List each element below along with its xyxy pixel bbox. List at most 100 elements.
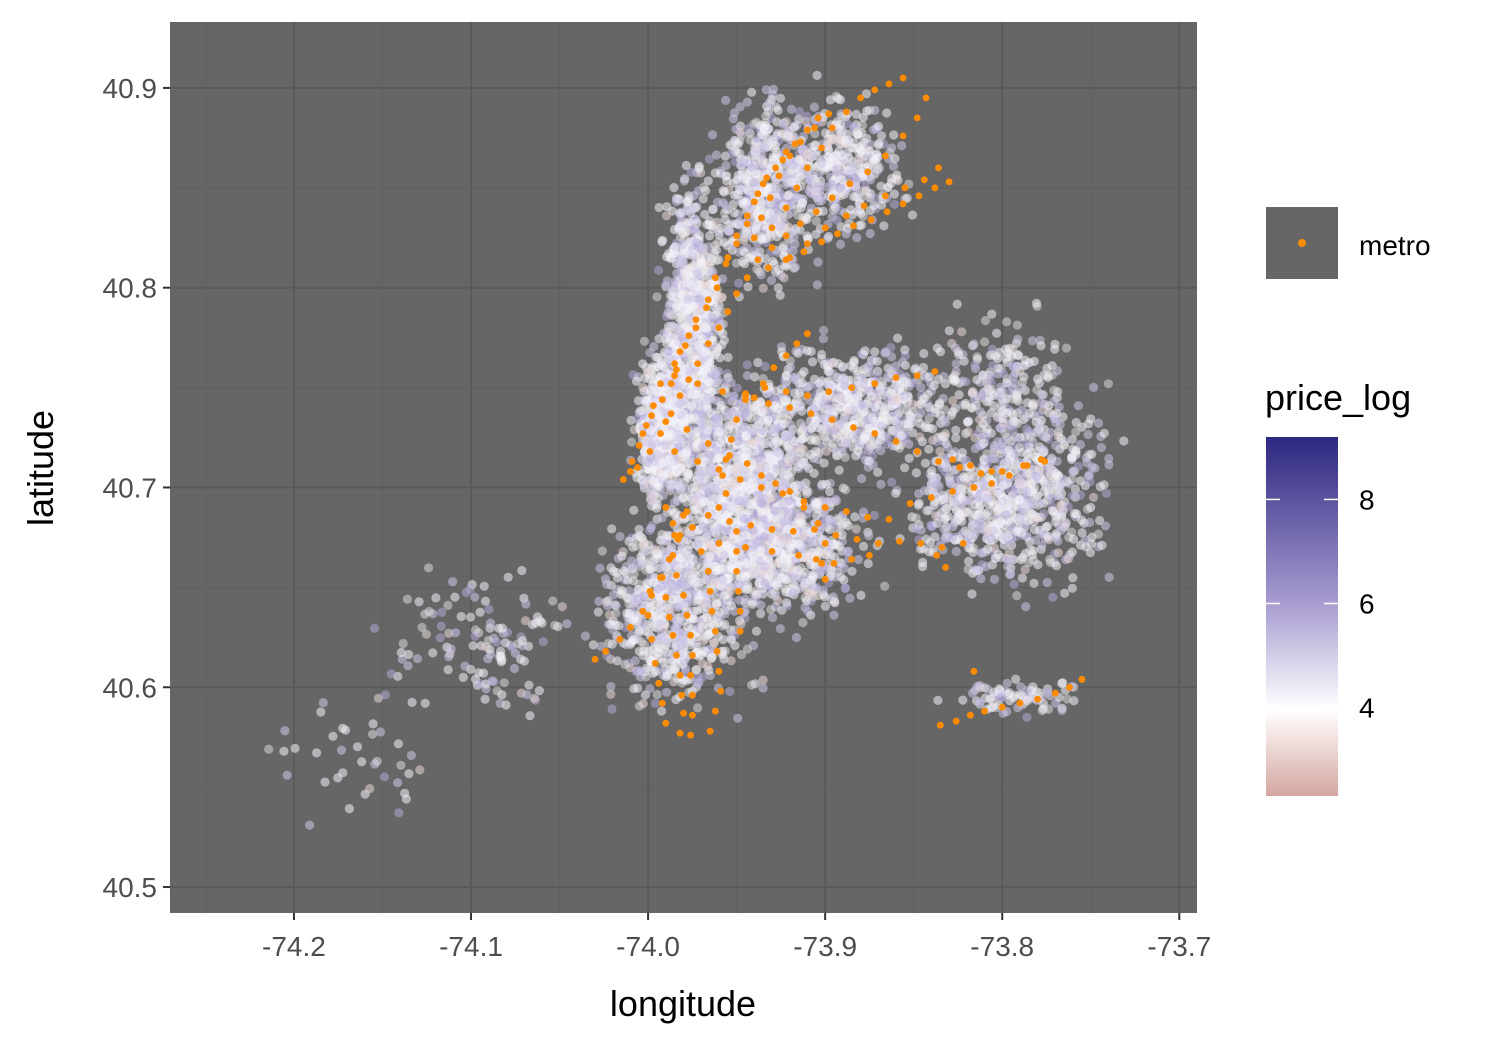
listing-point	[673, 381, 683, 391]
listing-point	[835, 95, 846, 105]
listing-point	[692, 677, 703, 687]
listing-point	[766, 605, 776, 615]
listing-point	[829, 610, 839, 620]
listing-point	[767, 613, 778, 623]
listing-point	[763, 463, 773, 473]
listing-point	[741, 408, 751, 418]
listing-point	[754, 267, 765, 277]
listing-point	[607, 704, 617, 714]
listing-point	[744, 484, 755, 495]
listing-point	[802, 111, 812, 121]
listing-point	[795, 172, 805, 182]
listing-point	[700, 322, 710, 332]
listing-point	[731, 258, 742, 268]
listing-point	[664, 581, 674, 591]
listing-point	[624, 536, 634, 546]
listing-point	[652, 500, 662, 510]
listing-point	[657, 633, 667, 643]
listing-point	[828, 592, 838, 602]
listing-point	[723, 226, 734, 236]
listing-point	[606, 563, 616, 573]
listing-point	[662, 338, 672, 348]
listing-point	[687, 401, 697, 411]
listing-point	[734, 278, 744, 288]
listing-point	[742, 371, 753, 381]
listing-point	[751, 148, 762, 158]
listing-point	[771, 197, 781, 207]
listing-point	[783, 131, 794, 141]
listing-point	[796, 512, 806, 522]
listing-point	[726, 149, 736, 159]
listing-point	[897, 141, 907, 151]
listing-point	[687, 389, 697, 399]
listing-point	[794, 114, 804, 124]
listing-point	[688, 505, 699, 515]
listing-point	[692, 267, 702, 277]
listing-point	[769, 259, 779, 269]
listing-point	[669, 183, 679, 193]
listing-point	[728, 199, 738, 210]
listing-point	[690, 497, 700, 507]
listing-point	[672, 268, 682, 278]
listing-point	[665, 481, 676, 492]
listing-point	[765, 472, 775, 482]
listing-point	[870, 193, 880, 203]
listing-point	[758, 499, 768, 509]
listing-point	[806, 589, 816, 599]
listing-point	[638, 540, 648, 550]
listing-point	[775, 509, 785, 519]
listing-point	[597, 546, 607, 556]
listing-point	[624, 608, 634, 619]
listing-point	[657, 706, 667, 716]
listing-point	[683, 621, 693, 632]
listing-point	[741, 530, 751, 540]
listing-point	[669, 225, 680, 235]
listing-point	[825, 517, 835, 527]
listing-point	[639, 447, 649, 457]
listing-point	[761, 111, 771, 121]
listing-point	[856, 590, 866, 601]
listing-point	[664, 388, 674, 398]
listing-point	[627, 556, 637, 566]
listing-point	[793, 565, 803, 575]
listing-point	[643, 647, 654, 657]
listing-point	[723, 352, 733, 362]
listing-point	[653, 647, 663, 657]
listing-point	[784, 457, 795, 467]
listing-point	[725, 586, 735, 596]
listing-point	[789, 225, 800, 235]
listing-point	[751, 117, 762, 127]
listing-point	[850, 512, 860, 522]
listing-point	[702, 404, 713, 414]
listing-point	[709, 350, 719, 360]
listing-point	[684, 469, 694, 479]
listing-point	[806, 610, 816, 620]
listing-point	[678, 493, 688, 503]
listing-point	[726, 501, 736, 511]
listing-point	[693, 703, 703, 713]
listing-point	[689, 413, 700, 423]
listing-point	[810, 129, 820, 139]
listing-point	[661, 211, 672, 221]
listing-point	[686, 366, 696, 376]
listing-point	[753, 140, 763, 150]
listing-point	[809, 102, 820, 112]
listing-point	[718, 274, 728, 284]
listing-point	[676, 640, 686, 650]
listing-point	[865, 175, 876, 185]
listing-point	[889, 199, 900, 209]
listing-point	[794, 106, 805, 117]
listing-point	[743, 123, 754, 133]
listing-point	[887, 174, 897, 184]
listing-point	[831, 166, 841, 176]
listing-point	[760, 254, 771, 264]
listing-point	[652, 292, 662, 302]
listing-point	[907, 210, 918, 220]
listing-point	[709, 294, 720, 304]
listing-point	[617, 551, 627, 561]
listing-point	[715, 438, 725, 448]
listing-point	[604, 610, 615, 620]
listing-point	[681, 449, 691, 459]
listing-point	[665, 253, 675, 263]
